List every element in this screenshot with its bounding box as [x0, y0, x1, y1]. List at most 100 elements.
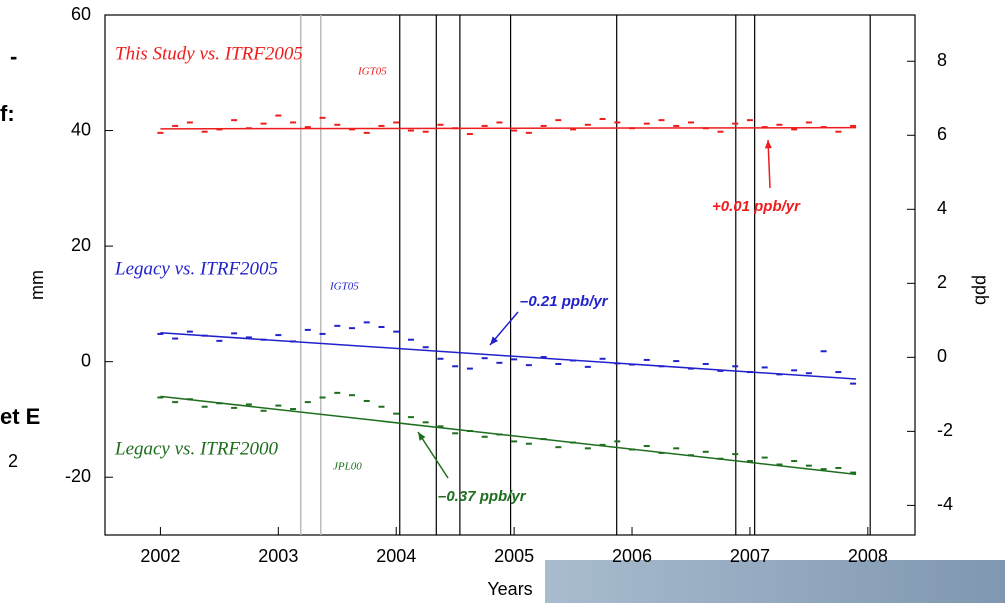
data-point — [186, 121, 193, 124]
data-point — [172, 124, 179, 127]
legend-label: Legacy vs. ITRF2005 — [114, 258, 278, 279]
slide-text-fragment: - — [10, 44, 17, 69]
data-point — [746, 460, 753, 463]
data-point — [761, 366, 768, 369]
data-point — [407, 129, 414, 132]
data-point — [584, 365, 591, 368]
data-point — [466, 133, 473, 136]
data-point — [157, 131, 164, 134]
data-point — [319, 396, 326, 399]
data-point — [525, 131, 532, 134]
data-point — [260, 409, 267, 412]
data-point — [349, 327, 356, 330]
data-point — [614, 121, 621, 124]
data-point — [599, 357, 606, 360]
y-tick-label: 60 — [71, 4, 91, 24]
data-point — [820, 350, 827, 353]
data-point — [850, 124, 857, 127]
x-tick-label: 2005 — [494, 546, 534, 566]
data-point — [157, 332, 164, 335]
data-point — [761, 456, 768, 459]
data-point — [304, 328, 311, 331]
data-point — [378, 124, 385, 127]
data-point — [570, 128, 577, 131]
data-point — [791, 460, 798, 463]
y2-axis-label: ppb — [971, 275, 991, 305]
data-point — [422, 421, 429, 424]
data-point — [584, 447, 591, 450]
data-point — [791, 369, 798, 372]
data-point — [643, 122, 650, 125]
legend-subscript: IGT05 — [357, 66, 387, 78]
data-point — [643, 445, 650, 448]
data-point — [231, 406, 238, 409]
y2-tick-label: -4 — [937, 494, 953, 514]
data-point — [201, 130, 208, 133]
data-point — [673, 360, 680, 363]
legend-label: Legacy vs. ITRF2000 — [114, 438, 279, 459]
data-point — [658, 119, 665, 122]
data-point — [732, 122, 739, 125]
data-point — [481, 357, 488, 360]
data-point — [334, 123, 341, 126]
data-point — [363, 131, 370, 134]
rate-annotation: +0.01 ppb/yr — [712, 198, 801, 215]
data-point — [172, 401, 179, 404]
data-point — [835, 371, 842, 374]
legend-label: This Study vs. ITRF2005 — [115, 43, 303, 64]
data-point — [805, 121, 812, 124]
data-point — [732, 453, 739, 456]
x-tick-label: 2002 — [140, 546, 180, 566]
data-point — [614, 440, 621, 443]
data-point — [290, 121, 297, 124]
trend-line — [160, 395, 857, 476]
data-point — [393, 121, 400, 124]
data-point — [452, 432, 459, 435]
data-point — [791, 128, 798, 131]
data-point — [275, 404, 282, 407]
data-point — [319, 116, 326, 119]
y-tick-label: 40 — [71, 119, 91, 139]
data-point — [673, 447, 680, 450]
data-point — [599, 443, 606, 446]
data-point — [805, 464, 812, 467]
data-point — [481, 124, 488, 127]
data-point — [290, 408, 297, 411]
data-point — [850, 382, 857, 385]
data-point — [363, 321, 370, 324]
y-tick-label: 20 — [71, 235, 91, 255]
data-point — [216, 339, 223, 342]
data-point — [466, 367, 473, 370]
data-point — [835, 130, 842, 133]
data-point — [407, 416, 414, 419]
data-point — [584, 123, 591, 126]
legend-subscript: JPL00 — [333, 461, 362, 473]
data-point — [540, 124, 547, 127]
data-point — [452, 365, 459, 368]
data-point — [186, 330, 193, 333]
rate-annotation: –0.37 ppb/yr — [438, 488, 527, 505]
data-point — [835, 466, 842, 469]
data-point — [525, 364, 532, 367]
data-point — [260, 122, 267, 125]
data-point — [511, 129, 518, 132]
data-point — [496, 121, 503, 124]
data-point — [304, 401, 311, 404]
data-point — [555, 446, 562, 449]
data-point — [363, 399, 370, 402]
x-axis-label: Years — [487, 579, 532, 599]
data-point — [275, 334, 282, 337]
data-point — [805, 372, 812, 375]
y2-tick-label: -2 — [937, 420, 953, 440]
data-point — [304, 126, 311, 129]
data-point — [407, 338, 414, 341]
trend-line — [160, 332, 857, 380]
y2-tick-label: 8 — [937, 50, 947, 70]
x-tick-label: 2007 — [730, 546, 770, 566]
data-point — [687, 121, 694, 124]
data-point — [378, 405, 385, 408]
data-point — [231, 119, 238, 122]
data-point — [511, 358, 518, 361]
data-point — [555, 119, 562, 122]
y2-tick-label: 4 — [937, 198, 947, 218]
